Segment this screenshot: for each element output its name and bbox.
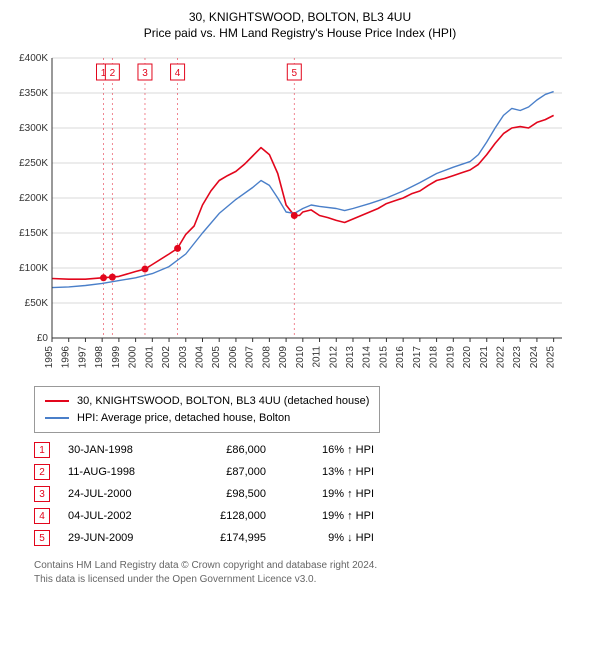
svg-text:£200K: £200K <box>19 193 48 204</box>
svg-text:2006: 2006 <box>228 346 239 369</box>
sale-index-box: 5 <box>34 530 50 546</box>
svg-text:2020: 2020 <box>462 346 473 369</box>
chart-title: 30, KNIGHTSWOOD, BOLTON, BL3 4UU <box>8 10 592 24</box>
legend-swatch-1 <box>45 417 69 419</box>
sale-price: £174,995 <box>196 532 266 544</box>
svg-text:1996: 1996 <box>61 346 72 369</box>
svg-text:2013: 2013 <box>345 346 356 369</box>
svg-text:£0: £0 <box>37 333 49 344</box>
svg-text:2014: 2014 <box>362 346 373 369</box>
svg-text:2011: 2011 <box>312 346 323 368</box>
chart-area: £0 £50K £100K £150K £200K £250K £300K £350K £400… <box>8 48 592 378</box>
svg-text:2000: 2000 <box>128 346 139 369</box>
legend-swatch-0 <box>45 400 69 402</box>
svg-text:2009: 2009 <box>278 346 289 369</box>
sale-date: 04-JUL-2002 <box>68 510 178 522</box>
sale-index-box: 1 <box>34 442 50 458</box>
svg-text:1995: 1995 <box>44 346 55 369</box>
svg-text:2016: 2016 <box>395 346 406 369</box>
sale-index-box: 3 <box>34 486 50 502</box>
svg-text:£100K: £100K <box>19 263 48 274</box>
svg-text:1999: 1999 <box>111 346 122 369</box>
svg-text:£50K: £50K <box>25 298 49 309</box>
svg-text:2005: 2005 <box>211 346 222 369</box>
svg-text:2019: 2019 <box>445 346 456 369</box>
svg-text:4: 4 <box>175 68 181 79</box>
sale-pct: 19% ↑ HPI <box>284 510 374 522</box>
svg-text:2007: 2007 <box>245 346 256 369</box>
sale-price: £86,000 <box>196 444 266 456</box>
attribution: Contains HM Land Registry data © Crown c… <box>34 559 592 587</box>
svg-text:2012: 2012 <box>328 346 339 369</box>
table-row: 3 24-JUL-2000 £98,500 19% ↑ HPI <box>34 483 592 505</box>
svg-text:2021: 2021 <box>479 346 490 369</box>
svg-text:2008: 2008 <box>261 346 272 369</box>
table-row: 4 04-JUL-2002 £128,000 19% ↑ HPI <box>34 505 592 527</box>
legend-label-0: 30, KNIGHTSWOOD, BOLTON, BL3 4UU (detach… <box>77 393 369 410</box>
sale-pct: 9% ↓ HPI <box>284 532 374 544</box>
table-row: 1 30-JAN-1998 £86,000 16% ↑ HPI <box>34 439 592 461</box>
sale-date: 24-JUL-2000 <box>68 488 178 500</box>
svg-text:2: 2 <box>110 68 116 79</box>
sale-price: £87,000 <box>196 466 266 478</box>
sales-table: 1 30-JAN-1998 £86,000 16% ↑ HPI 2 11-AUG-1998… <box>34 439 592 549</box>
svg-text:£300K: £300K <box>19 123 48 134</box>
svg-text:2001: 2001 <box>144 346 155 369</box>
svg-text:1997: 1997 <box>77 346 88 369</box>
svg-text:£150K: £150K <box>19 228 48 239</box>
svg-text:2010: 2010 <box>295 346 306 369</box>
svg-text:£400K: £400K <box>19 53 48 64</box>
sale-pct: 16% ↑ HPI <box>284 444 374 456</box>
table-row: 5 29-JUN-2009 £174,995 9% ↓ HPI <box>34 527 592 549</box>
svg-text:2024: 2024 <box>529 346 540 369</box>
svg-text:3: 3 <box>142 68 148 79</box>
attribution-line2: This data is licensed under the Open Gov… <box>34 573 592 587</box>
svg-text:5: 5 <box>292 68 298 79</box>
sale-index-box: 4 <box>34 508 50 524</box>
legend-label-1: HPI: Average price, detached house, Bolt… <box>77 410 290 427</box>
sale-pct: 19% ↑ HPI <box>284 488 374 500</box>
svg-text:2002: 2002 <box>161 346 172 369</box>
legend-item-0: 30, KNIGHTSWOOD, BOLTON, BL3 4UU (detach… <box>45 393 369 410</box>
sale-date: 30-JAN-1998 <box>68 444 178 456</box>
legend: 30, KNIGHTSWOOD, BOLTON, BL3 4UU (detach… <box>34 386 380 433</box>
svg-text:2023: 2023 <box>512 346 523 369</box>
svg-text:2004: 2004 <box>194 346 205 369</box>
sale-date: 11-AUG-1998 <box>68 466 178 478</box>
svg-text:2003: 2003 <box>178 346 189 369</box>
svg-text:£250K: £250K <box>19 158 48 169</box>
table-row: 2 11-AUG-1998 £87,000 13% ↑ HPI <box>34 461 592 483</box>
svg-text:2015: 2015 <box>378 346 389 369</box>
attribution-line1: Contains HM Land Registry data © Crown c… <box>34 559 592 573</box>
svg-text:1998: 1998 <box>94 346 105 369</box>
svg-text:2022: 2022 <box>495 346 506 369</box>
sale-pct: 13% ↑ HPI <box>284 466 374 478</box>
svg-text:2017: 2017 <box>412 346 423 369</box>
line-chart: £0 £50K £100K £150K £200K £250K £300K £350K £400… <box>8 48 568 378</box>
legend-item-1: HPI: Average price, detached house, Bolt… <box>45 410 369 427</box>
svg-text:2025: 2025 <box>546 346 557 369</box>
svg-text:£350K: £350K <box>19 88 48 99</box>
sale-index-box: 2 <box>34 464 50 480</box>
chart-subtitle: Price paid vs. HM Land Registry's House … <box>8 26 592 40</box>
sale-price: £128,000 <box>196 510 266 522</box>
sale-date: 29-JUN-2009 <box>68 532 178 544</box>
sale-price: £98,500 <box>196 488 266 500</box>
svg-text:2018: 2018 <box>429 346 440 369</box>
